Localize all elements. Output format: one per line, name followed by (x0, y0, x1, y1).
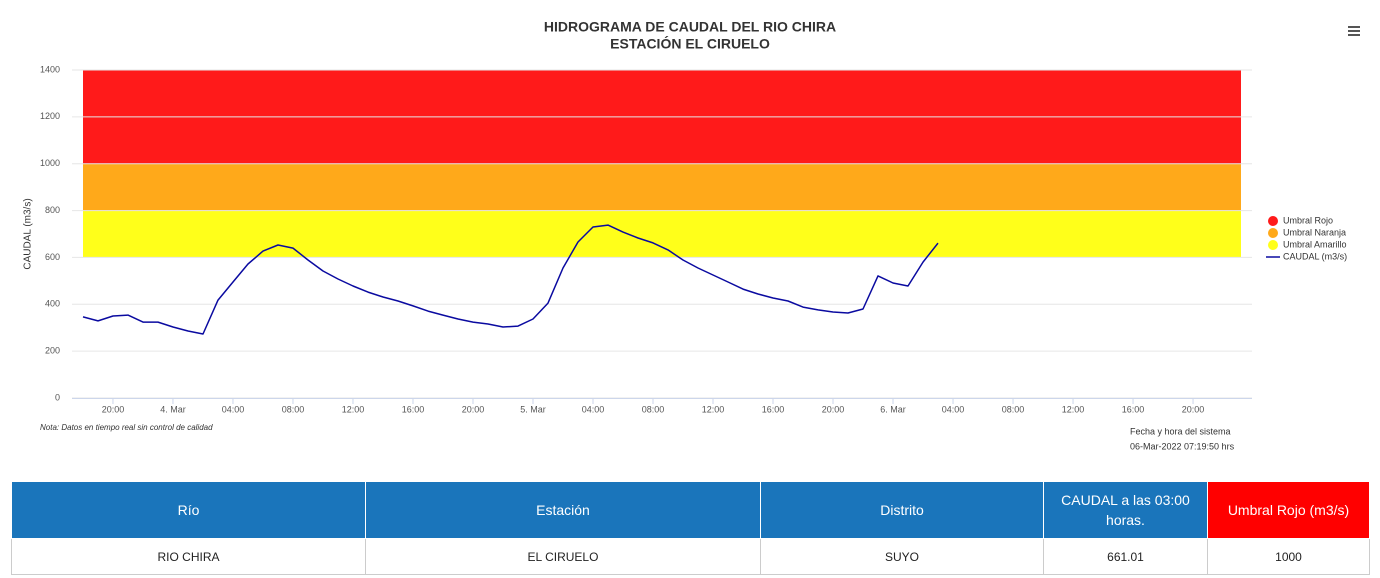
legend-item: Umbral Naranja (1268, 227, 1346, 238)
header-row: Río Estación Distrito CAUDAL a las 03:00… (11, 481, 1370, 539)
x-tick-label: 08:00 (642, 404, 665, 414)
x-tick-label: 20:00 (102, 404, 125, 414)
data-row: RIO CHIRA EL CIRUELO SUYO 661.01 1000 (11, 538, 1370, 575)
legend-item: Umbral Rojo (1268, 215, 1333, 226)
x-tick-label: 12:00 (342, 404, 365, 414)
legend-label: Umbral Rojo (1283, 215, 1333, 225)
x-tick-label: 04:00 (222, 404, 245, 414)
x-tick-label: 08:00 (282, 404, 305, 414)
legend-swatch (1268, 240, 1278, 250)
x-tick-label: 16:00 (1122, 404, 1145, 414)
header-cell: Distrito (760, 481, 1044, 539)
y-axis-label: CAUDAL (m3/s) (23, 198, 34, 269)
x-tick-label: 16:00 (402, 404, 425, 414)
x-tick-label: 4. Mar (160, 404, 186, 414)
x-tick-label: 6. Mar (880, 404, 906, 414)
cell: EL CIRUELO (365, 538, 761, 575)
cell: SUYO (760, 538, 1044, 575)
cell: 1000 (1207, 538, 1370, 575)
chart-title: HIDROGRAMA DE CAUDAL DEL RIO CHIRA (544, 19, 836, 35)
chart-subtitle: ESTACIÓN EL CIRUELO (610, 35, 770, 52)
menu-bar (1348, 26, 1360, 28)
y-tick-label: 0 (55, 392, 60, 402)
legend-item: Umbral Amarillo (1268, 239, 1347, 250)
header-cell: CAUDAL a las 03:00 horas. (1043, 481, 1208, 539)
y-tick-label: 200 (45, 346, 60, 356)
menu-bar (1348, 30, 1360, 32)
threshold-band (83, 163, 1241, 211)
y-tick-label: 1400 (40, 64, 60, 74)
cell: RIO CHIRA (11, 538, 366, 575)
menu-icon[interactable] (1348, 26, 1360, 36)
header-cell: Río (11, 481, 366, 539)
chart: HIDROGRAMA DE CAUDAL DEL RIO CHIRA ESTAC… (23, 19, 1360, 451)
y-tick-label: 800 (45, 205, 60, 215)
header-cell: Umbral Rojo (m3/s) (1207, 481, 1370, 539)
threshold-band (83, 210, 1241, 258)
system-time: 06-Mar-2022 07:19:50 hrs (1130, 441, 1235, 451)
x-tick-label: 5. Mar (520, 404, 546, 414)
x-tick-label: 20:00 (1182, 404, 1205, 414)
data-table: Río Estación Distrito CAUDAL a las 03:00… (11, 481, 1370, 575)
line-series (82, 224, 939, 335)
header-cell: Estación (365, 481, 761, 539)
x-tick-label: 20:00 (462, 404, 485, 414)
cell: 661.01 (1043, 538, 1208, 575)
legend-item: CAUDAL (m3/s) (1266, 251, 1347, 261)
x-tick-label: 12:00 (1062, 404, 1085, 414)
x-tick-label: 20:00 (822, 404, 845, 414)
x-tick-label: 04:00 (942, 404, 965, 414)
y-tick-label: 1000 (40, 158, 60, 168)
x-tick-label: 16:00 (762, 404, 785, 414)
y-tick-label: 1200 (40, 111, 60, 121)
note: Nota: Datos en tiempo real sin control d… (40, 423, 213, 432)
menu-bar (1348, 34, 1360, 36)
legend-label: Umbral Amarillo (1283, 239, 1347, 249)
x-tick-label: 12:00 (702, 404, 725, 414)
x-tick-label: 04:00 (582, 404, 605, 414)
x-tick-label: 08:00 (1002, 404, 1025, 414)
system-time-label: Fecha y hora del sistema (1130, 426, 1231, 436)
y-tick-label: 400 (45, 299, 60, 309)
legend-label: CAUDAL (m3/s) (1283, 251, 1347, 261)
y-tick-label: 600 (45, 252, 60, 262)
legend-label: Umbral Naranja (1283, 227, 1346, 237)
legend-swatch (1268, 216, 1278, 226)
legend-swatch (1268, 228, 1278, 238)
